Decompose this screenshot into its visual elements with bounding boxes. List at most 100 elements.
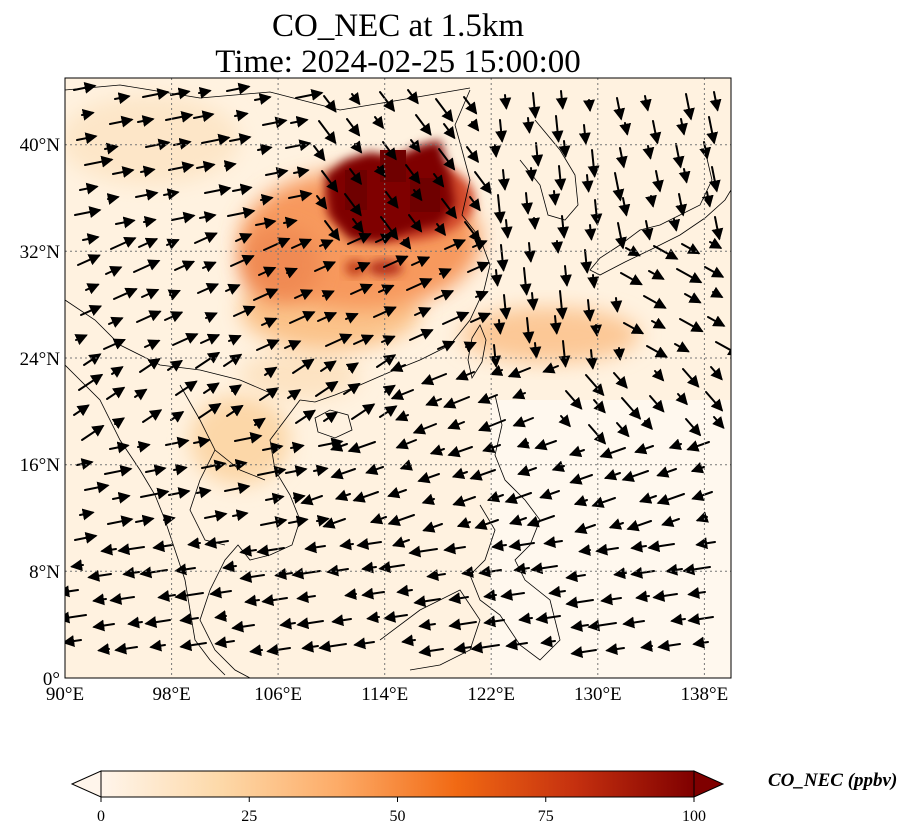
wind-arrow	[453, 641, 472, 654]
wind-arrow	[113, 287, 138, 300]
wind-arrow	[296, 617, 324, 630]
wind-arrow	[621, 470, 649, 482]
wind-arrow	[112, 166, 135, 178]
wind-arrow	[265, 492, 285, 505]
wind-arrow	[283, 216, 298, 229]
wind-arrow	[412, 423, 437, 435]
wind-arrow	[266, 643, 291, 656]
wind-arrow	[290, 441, 305, 454]
wind-arrow	[339, 538, 354, 551]
wind-arrow	[523, 242, 536, 263]
wind-arrow	[603, 469, 621, 481]
wind-arrow	[135, 514, 155, 527]
wind-arrow	[612, 172, 625, 202]
wind-arrow	[418, 618, 436, 631]
wind-arrow	[323, 95, 337, 113]
wind-arrow	[467, 118, 480, 132]
wind-arrow	[117, 543, 145, 556]
wind-arrow	[387, 514, 415, 526]
wind-arrow	[334, 489, 351, 501]
wind-arrow	[518, 612, 533, 625]
wind-arrow	[608, 518, 624, 530]
wind-arrow	[204, 536, 229, 549]
wind-arrow	[528, 217, 540, 230]
wind-arrow	[420, 373, 447, 386]
wind-arrow	[535, 611, 561, 624]
wind-arrow	[521, 192, 533, 215]
wind-arrow	[380, 216, 399, 241]
wind-arrow	[408, 214, 423, 233]
wind-arrow	[143, 215, 157, 228]
wind-arrow	[141, 288, 160, 300]
wind-arrow	[417, 471, 440, 484]
wind-arrow	[451, 467, 468, 479]
wind-arrow	[715, 341, 731, 356]
wind-arrow	[315, 380, 339, 397]
wind-arrow	[320, 360, 337, 373]
wind-arrow	[304, 541, 326, 554]
wind-arrow	[470, 312, 492, 324]
wind-arrow	[425, 395, 442, 407]
wind-arrow	[651, 368, 665, 382]
wind-arrow	[710, 286, 724, 298]
wind-arrow	[198, 402, 222, 419]
wind-arrow	[295, 88, 324, 101]
wind-arrow	[325, 333, 353, 347]
wind-arrow	[204, 184, 232, 196]
wind-arrow	[77, 254, 101, 266]
wind-arrow	[491, 539, 507, 552]
lon-tick-label: 138°E	[681, 684, 729, 705]
wind-arrow	[483, 589, 497, 602]
wind-arrow	[539, 488, 560, 500]
wind-arrow	[530, 562, 558, 575]
wind-arrow	[254, 93, 272, 105]
wind-arrow	[174, 563, 196, 576]
wind-arrow	[674, 341, 690, 353]
wind-arrow	[170, 87, 191, 100]
wind-arrow	[253, 288, 279, 301]
wind-arrow	[136, 310, 162, 323]
wind-arrow	[109, 115, 134, 128]
wind-arrow	[401, 634, 416, 647]
wind-arrow	[173, 463, 188, 476]
wind-arrow	[292, 358, 315, 374]
wind-arrow	[652, 170, 664, 193]
wind-arrow	[613, 347, 626, 361]
wind-arrow	[170, 411, 185, 423]
wind-arrow	[226, 404, 244, 417]
wind-arrow	[223, 160, 237, 172]
wind-arrow	[414, 307, 432, 318]
wind-arrow	[653, 245, 679, 260]
wind-arrow	[285, 139, 312, 152]
wind-arrow	[110, 236, 137, 250]
wind-arrow	[294, 289, 314, 301]
wind-arrow	[443, 123, 456, 140]
wind-arrow	[200, 333, 221, 345]
wind-arrow	[470, 641, 500, 654]
co-hotspot-5	[345, 260, 365, 276]
wind-arrow	[366, 611, 380, 624]
wind-arrow	[203, 382, 220, 395]
wind-arrow	[100, 543, 117, 556]
lat-tick-label: 16°N	[20, 455, 61, 476]
wind-arrow	[495, 119, 508, 143]
wind-arrow	[593, 399, 606, 414]
wind-arrow	[483, 615, 505, 628]
wind-arrow	[551, 240, 564, 254]
wind-arrow	[469, 469, 496, 481]
wind-arrow	[695, 537, 716, 550]
wind-arrow	[585, 349, 598, 370]
map-panel	[65, 78, 731, 678]
wind-arrow	[82, 233, 100, 245]
wind-arrow	[257, 465, 287, 478]
wind-arrow	[97, 643, 110, 655]
wind-arrow	[179, 613, 199, 625]
wind-arrow	[201, 133, 231, 146]
wind-arrow	[385, 191, 399, 209]
wind-arrow	[565, 390, 583, 410]
wind-arrow	[111, 417, 125, 430]
wind-arrow	[505, 638, 528, 651]
wind-arrow	[500, 219, 513, 239]
wind-arrow	[323, 411, 339, 424]
wind-arrow	[373, 306, 397, 318]
